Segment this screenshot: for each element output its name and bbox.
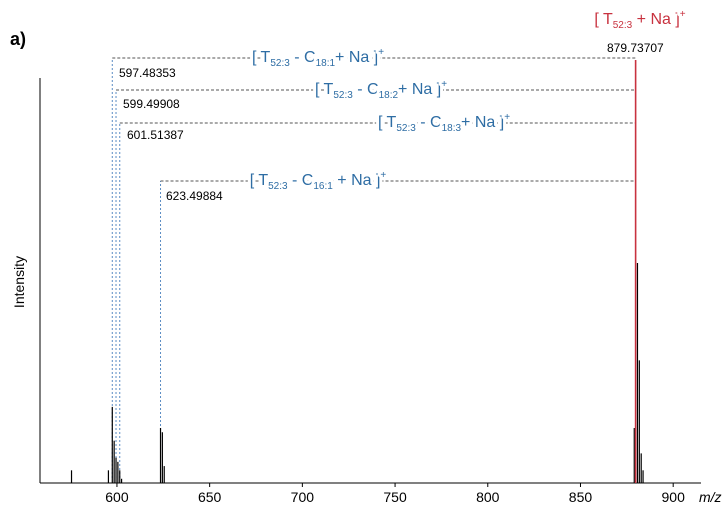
label-text: [ T [252, 49, 271, 66]
label-text: + Na ] [335, 49, 378, 66]
mz-label: 879.73707 [607, 41, 664, 55]
subscript: 18:1 [316, 58, 336, 69]
superscript: + [504, 112, 510, 123]
mz-label: 597.48353 [119, 66, 176, 80]
subscript: 18:3 [442, 123, 462, 134]
x-tick-label: 600 [105, 489, 129, 505]
superscript: + [380, 170, 386, 181]
label-text: [ T [378, 114, 397, 131]
subscript: 52:3 [333, 90, 353, 101]
x-tick-label: 650 [198, 489, 222, 505]
panel-label: a) [10, 29, 26, 49]
mz-label: 599.49908 [123, 97, 180, 111]
x-tick-label: 700 [291, 489, 315, 505]
subscript: 52:3 [396, 123, 416, 134]
x-axis-label: m/z [699, 489, 722, 505]
superscript: + [680, 9, 686, 20]
subscript: 16:1 [313, 181, 333, 192]
mz-label: 601.51387 [127, 128, 184, 142]
subscript: 52:3 [270, 58, 290, 69]
label-text: - C [416, 114, 442, 131]
fragment-label: [ T52:3 - C18:1+ Na ]+ [252, 47, 384, 69]
subscript: 52:3 [268, 181, 288, 192]
x-tick-label: 750 [383, 489, 407, 505]
subscript: 18:2 [379, 90, 399, 101]
x-tick-label: 900 [662, 489, 686, 505]
fragment-label: [ T52:3 - C18:2+ Na ]+ [315, 79, 447, 101]
superscript: + [378, 47, 384, 58]
label-text: + Na ] [333, 172, 381, 189]
label-text: [ T [250, 172, 269, 189]
label-text: + Na ] [461, 114, 504, 131]
fragment-label: [ T52:3 + Na ]+ [594, 9, 685, 31]
label-text: + Na ] [398, 81, 441, 98]
subscript: 52:3 [613, 20, 633, 31]
label-text: [ T [315, 81, 334, 98]
label-text: [ T [594, 11, 613, 28]
x-tick-label: 800 [476, 489, 500, 505]
y-axis-label: Intensity [11, 256, 27, 308]
x-tick-label: 850 [569, 489, 593, 505]
fragment-label: [ T52:3 - C16:1 + Na ]+ [250, 170, 387, 192]
superscript: + [441, 79, 447, 90]
fragment-label: [ T52:3 - C18:3+ Na ]+ [378, 112, 510, 134]
label-text: + Na ] [632, 11, 680, 28]
label-text: - C [290, 49, 316, 66]
label-text: - C [288, 172, 314, 189]
label-text: - C [353, 81, 379, 98]
mz-label: 623.49884 [166, 189, 223, 203]
